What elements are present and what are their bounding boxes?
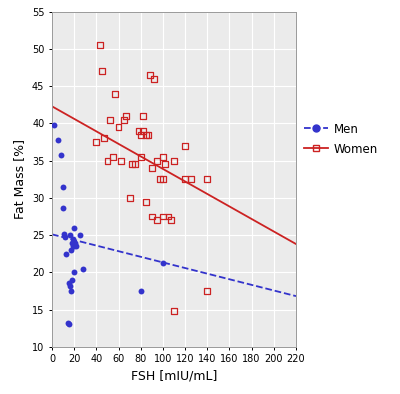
Point <box>182 143 188 149</box>
Point <box>145 132 152 138</box>
Point <box>171 308 177 314</box>
X-axis label: FSH [mIU/mL]: FSH [mIU/mL] <box>131 370 217 383</box>
Point <box>115 124 122 130</box>
Y-axis label: Fat Mass [%]: Fat Mass [%] <box>13 139 26 219</box>
Point <box>110 154 116 160</box>
Point <box>66 280 72 286</box>
Point <box>138 132 144 138</box>
Point <box>143 132 150 138</box>
Point <box>76 232 83 238</box>
Point <box>138 288 144 294</box>
Point <box>204 176 210 182</box>
Point <box>140 113 146 119</box>
Point <box>382 221 388 227</box>
Point <box>140 128 146 134</box>
Point <box>160 176 166 182</box>
Point <box>204 288 210 294</box>
Point <box>151 76 157 82</box>
Point <box>93 139 100 145</box>
Point <box>135 128 142 134</box>
Point <box>70 243 76 249</box>
Point <box>138 154 144 160</box>
Point <box>72 240 78 246</box>
Point <box>54 137 61 143</box>
Point <box>171 158 177 164</box>
Point <box>71 269 77 275</box>
Point <box>69 240 75 246</box>
Point <box>66 321 72 327</box>
Point <box>112 91 118 97</box>
Point <box>126 195 133 201</box>
Point <box>160 213 166 219</box>
Point <box>162 161 168 167</box>
Point <box>129 161 135 167</box>
Point <box>182 176 188 182</box>
Point <box>154 217 160 223</box>
Point <box>80 266 86 272</box>
Point <box>70 236 76 242</box>
Point <box>132 161 138 167</box>
Point <box>60 184 66 190</box>
Point <box>121 117 127 123</box>
Point <box>168 217 174 223</box>
Point <box>146 72 153 78</box>
Point <box>149 165 155 171</box>
Point <box>154 158 160 164</box>
Point <box>68 247 74 253</box>
Point <box>51 122 58 128</box>
Point <box>68 288 74 294</box>
Point <box>66 282 73 289</box>
Point <box>60 204 66 211</box>
Point <box>160 260 166 266</box>
Point <box>71 225 77 231</box>
Point <box>61 230 67 237</box>
Point <box>96 42 103 48</box>
Point <box>62 233 68 240</box>
Point <box>165 213 172 219</box>
Point <box>149 213 155 219</box>
Point <box>63 251 70 257</box>
Point <box>104 158 111 164</box>
Legend: Men, Women: Men, Women <box>304 123 378 156</box>
Point <box>66 232 73 238</box>
Point <box>99 68 105 74</box>
Point <box>106 117 113 123</box>
Point <box>160 154 166 160</box>
Point <box>69 277 75 283</box>
Point <box>58 152 64 158</box>
Point <box>123 113 130 119</box>
Point <box>188 176 194 182</box>
Point <box>71 243 77 249</box>
Point <box>118 158 124 164</box>
Point <box>73 243 80 249</box>
Point <box>64 320 71 326</box>
Point <box>156 176 163 182</box>
Point <box>143 199 150 205</box>
Point <box>101 135 107 141</box>
